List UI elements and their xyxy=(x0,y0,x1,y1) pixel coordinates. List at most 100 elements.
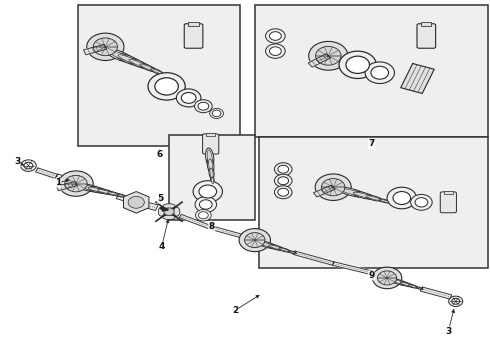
Ellipse shape xyxy=(116,194,126,197)
Ellipse shape xyxy=(269,245,282,249)
Circle shape xyxy=(372,267,402,289)
Ellipse shape xyxy=(400,282,412,286)
Circle shape xyxy=(274,186,292,199)
Polygon shape xyxy=(36,168,57,178)
Ellipse shape xyxy=(151,69,162,74)
Ellipse shape xyxy=(337,187,367,197)
Ellipse shape xyxy=(75,184,103,192)
Ellipse shape xyxy=(129,59,147,68)
Polygon shape xyxy=(146,202,158,211)
Circle shape xyxy=(198,102,209,110)
Circle shape xyxy=(411,194,432,210)
Bar xyxy=(259,137,488,268)
Circle shape xyxy=(449,296,463,306)
Circle shape xyxy=(59,171,93,196)
Text: 4: 4 xyxy=(158,242,165,251)
Ellipse shape xyxy=(353,192,372,198)
Ellipse shape xyxy=(207,150,212,166)
Ellipse shape xyxy=(390,279,409,285)
Text: 7: 7 xyxy=(368,139,375,148)
Circle shape xyxy=(176,89,201,107)
Polygon shape xyxy=(210,226,251,240)
Ellipse shape xyxy=(416,287,422,289)
Text: 6: 6 xyxy=(156,150,162,158)
Polygon shape xyxy=(56,181,77,191)
Polygon shape xyxy=(83,44,106,55)
Polygon shape xyxy=(179,215,212,229)
Circle shape xyxy=(196,210,211,221)
Ellipse shape xyxy=(209,159,213,172)
Bar xyxy=(188,22,199,26)
Ellipse shape xyxy=(104,48,136,63)
Polygon shape xyxy=(332,262,383,277)
Text: 5: 5 xyxy=(158,194,164,203)
Circle shape xyxy=(128,197,145,208)
Ellipse shape xyxy=(277,247,290,252)
Circle shape xyxy=(65,175,87,192)
Circle shape xyxy=(198,212,208,219)
Ellipse shape xyxy=(279,248,289,252)
Circle shape xyxy=(378,271,397,285)
Ellipse shape xyxy=(107,192,119,195)
Text: 3: 3 xyxy=(445,327,451,336)
Circle shape xyxy=(93,38,118,56)
Circle shape xyxy=(266,44,285,58)
Ellipse shape xyxy=(78,185,100,191)
Ellipse shape xyxy=(379,199,389,202)
Polygon shape xyxy=(123,192,149,213)
Circle shape xyxy=(266,29,285,43)
Ellipse shape xyxy=(367,196,381,200)
FancyBboxPatch shape xyxy=(184,24,203,48)
Circle shape xyxy=(346,56,369,73)
Ellipse shape xyxy=(158,207,165,216)
Ellipse shape xyxy=(149,68,163,75)
Circle shape xyxy=(239,229,270,252)
Circle shape xyxy=(193,181,222,202)
Circle shape xyxy=(195,197,217,212)
Polygon shape xyxy=(293,251,334,265)
Ellipse shape xyxy=(86,186,108,193)
Circle shape xyxy=(270,32,281,40)
Circle shape xyxy=(199,200,212,209)
Bar xyxy=(255,5,488,137)
Circle shape xyxy=(309,41,348,70)
Circle shape xyxy=(315,174,351,201)
Bar xyxy=(444,191,453,194)
Ellipse shape xyxy=(378,199,391,203)
Text: 1: 1 xyxy=(55,178,61,187)
Circle shape xyxy=(155,78,178,95)
Ellipse shape xyxy=(365,195,382,201)
Circle shape xyxy=(387,187,416,209)
Ellipse shape xyxy=(98,190,112,194)
Ellipse shape xyxy=(407,284,418,288)
Ellipse shape xyxy=(399,282,414,287)
Polygon shape xyxy=(308,54,330,67)
Circle shape xyxy=(274,163,292,176)
Circle shape xyxy=(452,298,460,304)
Ellipse shape xyxy=(107,50,133,62)
FancyBboxPatch shape xyxy=(203,134,219,154)
Ellipse shape xyxy=(126,58,150,69)
FancyBboxPatch shape xyxy=(417,24,436,48)
Circle shape xyxy=(339,51,376,78)
Circle shape xyxy=(278,177,289,185)
Polygon shape xyxy=(314,185,335,197)
Circle shape xyxy=(181,93,196,103)
Ellipse shape xyxy=(416,287,423,289)
Circle shape xyxy=(274,174,292,187)
Ellipse shape xyxy=(115,53,143,66)
Ellipse shape xyxy=(207,157,214,173)
Circle shape xyxy=(199,185,217,198)
Ellipse shape xyxy=(118,55,140,65)
Ellipse shape xyxy=(173,207,180,216)
Text: 3: 3 xyxy=(14,157,20,166)
Ellipse shape xyxy=(288,251,296,254)
Ellipse shape xyxy=(138,63,157,72)
Ellipse shape xyxy=(206,148,214,167)
Circle shape xyxy=(278,188,289,196)
Circle shape xyxy=(316,46,341,65)
Ellipse shape xyxy=(209,167,214,179)
Circle shape xyxy=(393,192,411,204)
Ellipse shape xyxy=(210,168,213,178)
Text: 9: 9 xyxy=(368,271,375,280)
